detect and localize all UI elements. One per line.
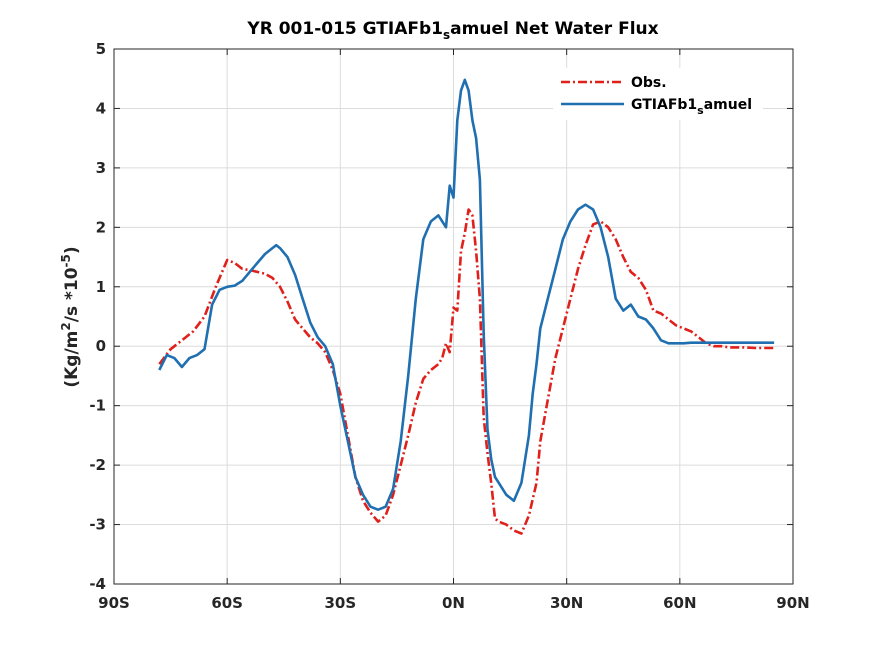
y-axis-label-superscript-1: 2: [59, 322, 73, 330]
y-tick-label: 4: [96, 99, 106, 117]
series-line-model: [158, 78, 775, 512]
legend-box: [553, 68, 763, 120]
x-tick-label: 30S: [324, 594, 356, 612]
x-tick-label: 90S: [98, 594, 130, 612]
y-tick-label: -4: [89, 575, 106, 593]
y-tick-label: -2: [89, 456, 106, 474]
chart-title-subscript: s: [443, 28, 450, 42]
x-tick-label: 90N: [776, 594, 809, 612]
chart-title-part-1: YR 001-015 GTIAFb1: [246, 19, 443, 39]
y-tick-label: -3: [89, 516, 106, 534]
grid: [114, 49, 793, 584]
y-tick-label: 3: [96, 159, 106, 177]
y-axis-label-part-3: ): [62, 246, 82, 254]
y-axis-label-part-2: /s *10: [62, 267, 82, 322]
axes-box: [113, 48, 794, 585]
chart-title: YR 001-015 GTIAFb1samuel Net Water Flux: [246, 19, 658, 42]
x-tick-label: 60N: [663, 594, 696, 612]
x-tick-label: 0N: [442, 594, 465, 612]
y-tick-label: 2: [96, 218, 106, 236]
chart-title-part-2: amuel Net Water Flux: [450, 19, 658, 39]
series-line-obs: [158, 208, 775, 535]
legend: Obs. GTIAFb1samuel: [553, 68, 763, 120]
y-tick-label: -1: [89, 397, 106, 415]
y-tick-label: 0: [96, 337, 106, 355]
x-tick-label: 60S: [211, 594, 243, 612]
y-axis-label: (Kg/m2/s *10-5): [59, 246, 82, 387]
tick-marks: [113, 48, 794, 585]
y-tick-label: 5: [96, 40, 106, 58]
legend-label: GTIAFb1samuel: [631, 97, 752, 117]
x-tick-label: 30N: [550, 594, 583, 612]
y-tick-label: 1: [96, 278, 106, 296]
series-layer: [158, 78, 775, 535]
y-axis-label-part-1: (Kg/m: [62, 331, 82, 388]
legend-label: Obs.: [631, 75, 667, 91]
y-tick-labels: -4 -3 -2 -1 0 1 2 3 4 5: [89, 40, 106, 593]
x-tick-labels: 90S 60S 30S 0N 30N 60N 90N: [98, 594, 810, 612]
y-axis-label-superscript-2: -5: [59, 254, 73, 267]
